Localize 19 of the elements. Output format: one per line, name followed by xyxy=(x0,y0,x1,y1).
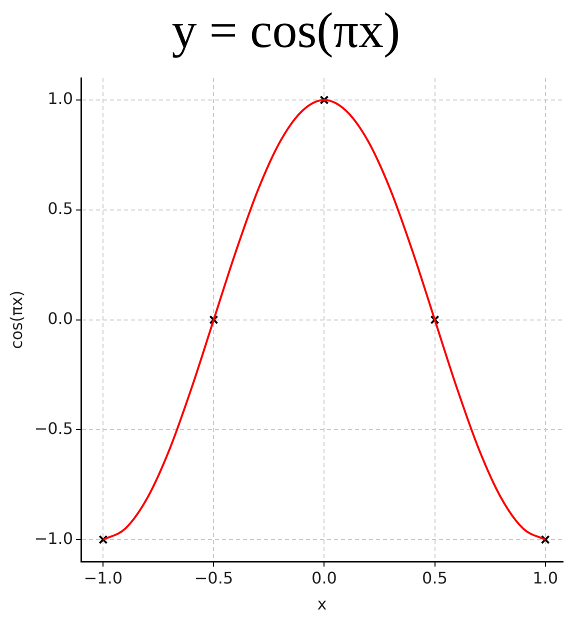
y-tick-label: −0.5 xyxy=(34,418,74,438)
line-series xyxy=(102,98,546,541)
x-tick-label: −0.5 xyxy=(194,568,234,588)
y-tick-label: −1.0 xyxy=(34,528,74,548)
y-tick-label: 0.5 xyxy=(48,199,74,218)
chart-title: y = cos(πx) xyxy=(172,2,400,58)
point xyxy=(540,535,550,544)
y-tick-label: 1.0 xyxy=(48,89,74,108)
point xyxy=(430,315,440,324)
point xyxy=(320,95,329,105)
point xyxy=(98,535,108,544)
x-tick-label: 0.5 xyxy=(422,568,448,588)
point xyxy=(209,315,218,324)
x-tick-label: 1.0 xyxy=(532,568,558,588)
x-axis-title: x xyxy=(317,594,327,614)
x-tick-label: 0.0 xyxy=(312,568,337,588)
y-axis-title: cos(πx) xyxy=(6,290,26,350)
x-tick-label: −1.0 xyxy=(84,568,123,588)
y-tick-label: 0.0 xyxy=(48,308,74,328)
